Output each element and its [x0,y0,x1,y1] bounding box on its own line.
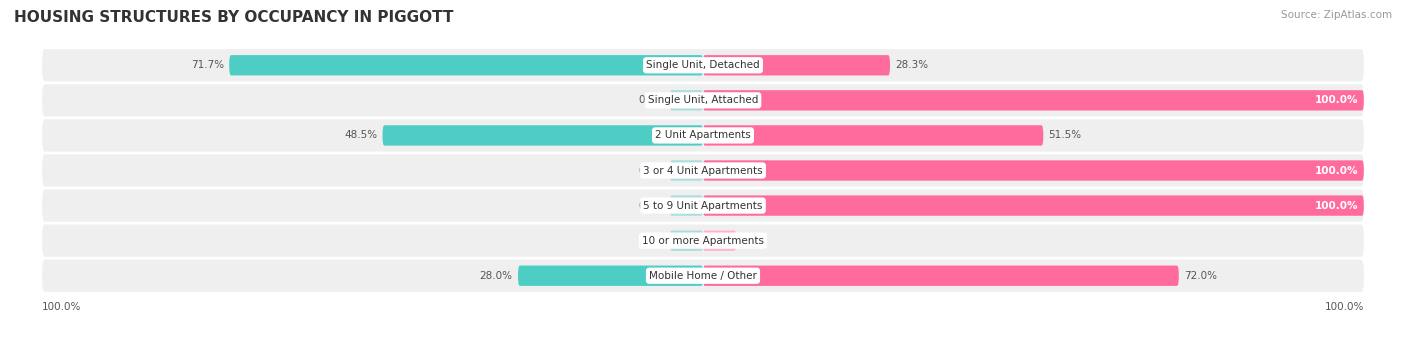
FancyBboxPatch shape [703,195,1364,216]
FancyBboxPatch shape [229,55,703,75]
Text: 100.0%: 100.0% [1324,302,1364,312]
Legend: Owner-occupied, Renter-occupied: Owner-occupied, Renter-occupied [581,337,825,341]
Text: 2 Unit Apartments: 2 Unit Apartments [655,130,751,140]
FancyBboxPatch shape [42,190,1364,222]
Text: 100.0%: 100.0% [1315,95,1358,105]
Text: 100.0%: 100.0% [42,302,82,312]
FancyBboxPatch shape [42,260,1364,292]
FancyBboxPatch shape [42,154,1364,187]
FancyBboxPatch shape [703,266,1178,286]
Text: 0.0%: 0.0% [638,95,665,105]
FancyBboxPatch shape [669,160,703,181]
Text: 3 or 4 Unit Apartments: 3 or 4 Unit Apartments [643,165,763,176]
FancyBboxPatch shape [669,231,703,251]
Text: 72.0%: 72.0% [1184,271,1218,281]
FancyBboxPatch shape [517,266,703,286]
Text: 0.0%: 0.0% [638,236,665,246]
FancyBboxPatch shape [703,90,1364,110]
Text: 28.0%: 28.0% [479,271,513,281]
Text: 71.7%: 71.7% [191,60,224,70]
FancyBboxPatch shape [42,49,1364,81]
FancyBboxPatch shape [703,231,737,251]
Text: HOUSING STRUCTURES BY OCCUPANCY IN PIGGOTT: HOUSING STRUCTURES BY OCCUPANCY IN PIGGO… [14,10,454,25]
Text: 0.0%: 0.0% [638,201,665,211]
Text: 51.5%: 51.5% [1049,130,1081,140]
Text: 28.3%: 28.3% [896,60,928,70]
Text: 100.0%: 100.0% [1315,165,1358,176]
Text: Source: ZipAtlas.com: Source: ZipAtlas.com [1281,10,1392,20]
Text: 0.0%: 0.0% [741,236,768,246]
FancyBboxPatch shape [703,160,1364,181]
FancyBboxPatch shape [703,125,1043,146]
FancyBboxPatch shape [42,224,1364,257]
Text: 0.0%: 0.0% [638,165,665,176]
Text: 48.5%: 48.5% [344,130,377,140]
Text: 5 to 9 Unit Apartments: 5 to 9 Unit Apartments [644,201,762,211]
Text: 100.0%: 100.0% [1315,201,1358,211]
FancyBboxPatch shape [42,84,1364,117]
FancyBboxPatch shape [669,90,703,110]
FancyBboxPatch shape [42,119,1364,151]
Text: Single Unit, Attached: Single Unit, Attached [648,95,758,105]
FancyBboxPatch shape [703,55,890,75]
Text: 10 or more Apartments: 10 or more Apartments [643,236,763,246]
Text: Single Unit, Detached: Single Unit, Detached [647,60,759,70]
FancyBboxPatch shape [382,125,703,146]
Text: Mobile Home / Other: Mobile Home / Other [650,271,756,281]
FancyBboxPatch shape [669,195,703,216]
